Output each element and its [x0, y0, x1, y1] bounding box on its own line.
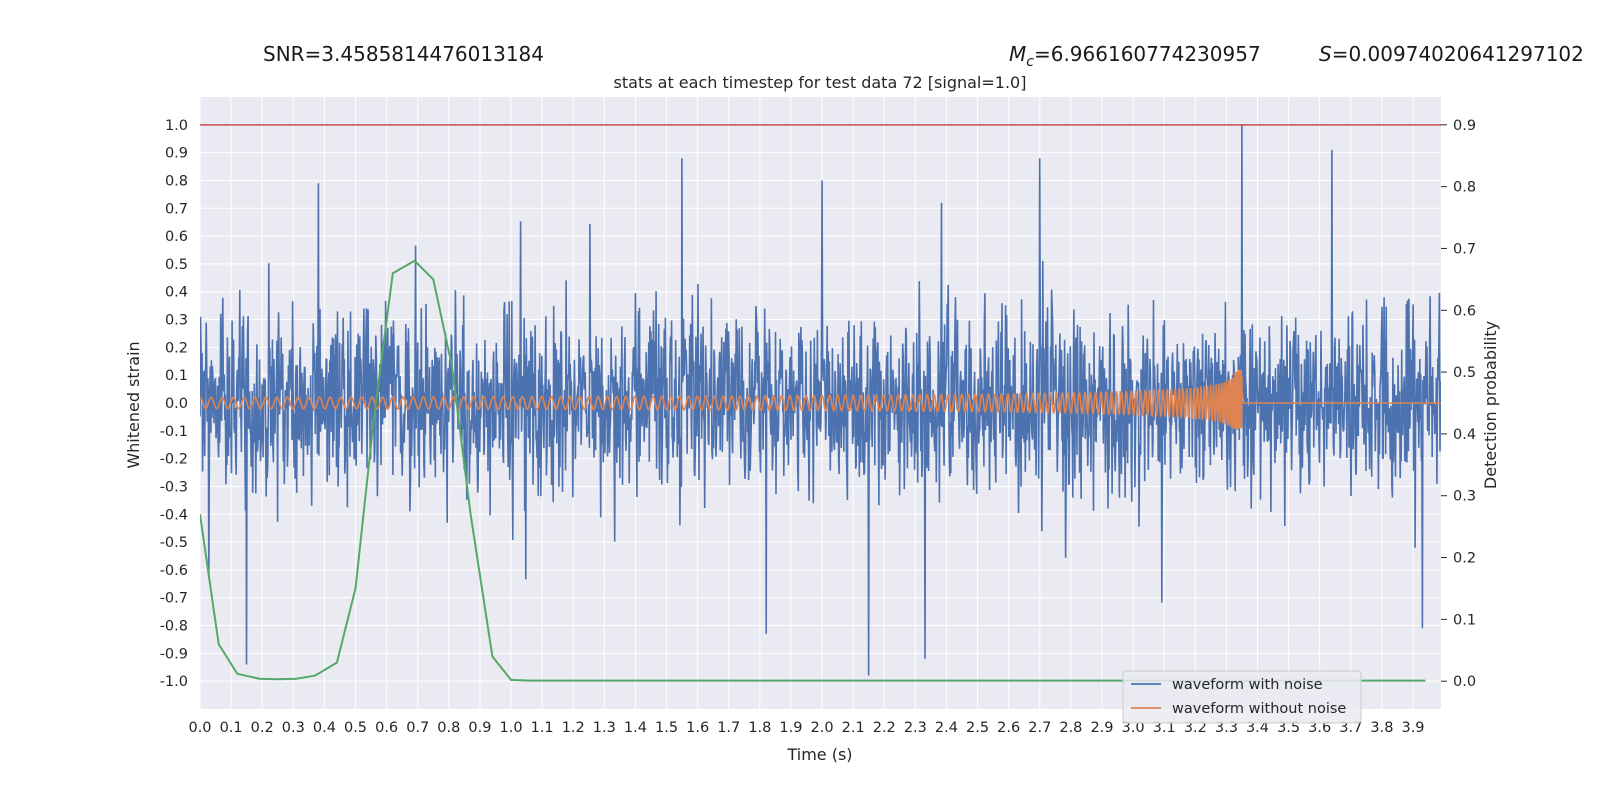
x-tick-label: 1.0: [499, 720, 522, 736]
y-tick-label: 0.8: [165, 173, 188, 189]
y2-tick-label: 0.8: [1453, 180, 1476, 196]
x-tick-label: 3.3: [1215, 720, 1238, 736]
legend-label-clean: waveform without noise: [1172, 701, 1346, 717]
y2-axis-ticks: 0.9 0.8 0.7 0.6 0.5 0.4 0.3 0.2 0.1 0.0: [1441, 118, 1476, 690]
x-tick-label: 2.7: [1028, 720, 1051, 736]
x-tick-label: 0.9: [468, 720, 491, 736]
chirp-mass-value: =6.966160774230957: [1034, 42, 1261, 66]
x-tick-label: 0.5: [344, 720, 367, 736]
x-tick-label: 2.6: [997, 720, 1020, 736]
y-tick-label: -1.0: [160, 674, 188, 690]
s-stat: S=0.00974020641297102: [1319, 42, 1584, 66]
y2-tick-label: 0.7: [1453, 241, 1476, 257]
x-tick-label: 2.4: [935, 720, 958, 736]
y-tick-label: 0.6: [165, 229, 188, 245]
series-waveform-without-noise: [200, 369, 1441, 429]
x-tick-label: 2.1: [842, 720, 865, 736]
x-tick-label: 2.5: [966, 720, 989, 736]
y2-tick-label: 0.4: [1453, 427, 1476, 443]
y2-axis-label: Detection probability: [1481, 321, 1500, 489]
x-tick-label: 3.8: [1370, 720, 1393, 736]
x-tick-label: 3.1: [1153, 720, 1176, 736]
chirp-mass-stat: Mc=6.966160774230957: [1009, 42, 1261, 70]
y2-tick-label: 0.3: [1453, 489, 1476, 505]
x-tick-label: 1.2: [562, 720, 585, 736]
x-tick-label: 1.8: [748, 720, 771, 736]
series-detection-probability: [200, 259, 1426, 682]
x-tick-label: 2.0: [811, 720, 834, 736]
x-tick-label: 1.3: [593, 720, 616, 736]
chirp-mass-symbol: M: [1009, 42, 1026, 66]
y-tick-label: -0.3: [160, 479, 188, 495]
y-tick-label: 0.7: [165, 201, 188, 217]
x-tick-label: 0.4: [313, 720, 336, 736]
x-tick-label: 0.7: [406, 720, 429, 736]
x-tick-label: 0.6: [375, 720, 398, 736]
y-tick-label: -0.2: [160, 452, 188, 468]
x-tick-label: 0.2: [251, 720, 274, 736]
y2-tick-label: 0.5: [1453, 365, 1476, 381]
y2-tick-label: 0.9: [1453, 118, 1476, 134]
legend-label-noise: waveform with noise: [1172, 677, 1323, 693]
x-tick-label: 0.1: [220, 720, 243, 736]
x-tick-label: 3.5: [1277, 720, 1300, 736]
y-tick-label: -0.5: [160, 535, 188, 551]
y-tick-label: 0.3: [165, 313, 188, 329]
s-value: =0.00974020641297102: [1332, 42, 1584, 66]
x-tick-label: 1.7: [717, 720, 740, 736]
x-tick-label: 1.1: [531, 720, 554, 736]
y-tick-label: -0.9: [160, 646, 188, 662]
x-tick-label: 0.8: [437, 720, 460, 736]
x-tick-label: 3.0: [1122, 720, 1145, 736]
y-tick-label: 1.0: [165, 118, 188, 134]
x-tick-label: 2.9: [1090, 720, 1113, 736]
y-tick-label: -0.6: [160, 563, 188, 579]
legend: waveform with noise waveform without noi…: [1122, 670, 1362, 724]
chart-title: stats at each timestep for test data 72 …: [614, 73, 1027, 92]
y2-tick-label: 0.6: [1453, 303, 1476, 319]
chirp-mass-subscript: c: [1026, 54, 1034, 70]
x-axis-label: Time (s): [786, 745, 852, 764]
x-tick-label: 3.4: [1246, 720, 1269, 736]
snr-stat: SNR=3.4585814476013184: [263, 42, 544, 66]
legend-box: [1122, 670, 1362, 724]
y-tick-label: 0.1: [165, 368, 188, 384]
s-symbol: S: [1319, 42, 1332, 66]
y2-tick-label: 0.0: [1453, 674, 1476, 690]
x-tick-label: 3.9: [1401, 720, 1424, 736]
y-axis-label: Whitened strain: [124, 341, 143, 468]
x-tick-label: 1.6: [686, 720, 709, 736]
series-waveform-with-noise: [200, 124, 1441, 676]
y2-tick-label: 0.1: [1453, 612, 1476, 628]
y-tick-label: -0.4: [160, 507, 188, 523]
x-tick-label: 1.4: [624, 720, 647, 736]
x-tick-label: 1.5: [655, 720, 678, 736]
y-axis-ticks: 1.0 0.9 0.8 0.7 0.6 0.5 0.4 0.3 0.2 0.1 0.0 -0.1 -0.…: [160, 118, 188, 690]
y2-tick-label: 0.2: [1453, 551, 1476, 567]
x-tick-label: 3.6: [1308, 720, 1331, 736]
x-tick-label: 2.3: [904, 720, 927, 736]
y-tick-label: 0.4: [165, 285, 188, 301]
x-tick-label: 2.8: [1059, 720, 1082, 736]
y-tick-label: -0.1: [160, 424, 188, 440]
x-tick-label: 3.7: [1339, 720, 1362, 736]
y-tick-label: -0.8: [160, 619, 188, 635]
y-tick-label: 0.0: [165, 396, 188, 412]
x-tick-label: 3.2: [1184, 720, 1207, 736]
y-tick-label: 0.2: [165, 340, 188, 356]
x-tick-label: 1.9: [779, 720, 802, 736]
x-tick-label: 0.3: [282, 720, 305, 736]
y-tick-label: -0.7: [160, 591, 188, 607]
y-tick-label: 0.5: [165, 257, 188, 273]
x-tick-label: 2.2: [873, 720, 896, 736]
x-axis-ticks: 0.0 0.1 0.2 0.3 0.4 0.5 0.6 0.7 0.8 0.9 1.0 1.1 1.2 1…: [188, 720, 1424, 736]
x-tick-label: 0.0: [188, 720, 211, 736]
y-tick-label: 0.9: [165, 146, 188, 162]
